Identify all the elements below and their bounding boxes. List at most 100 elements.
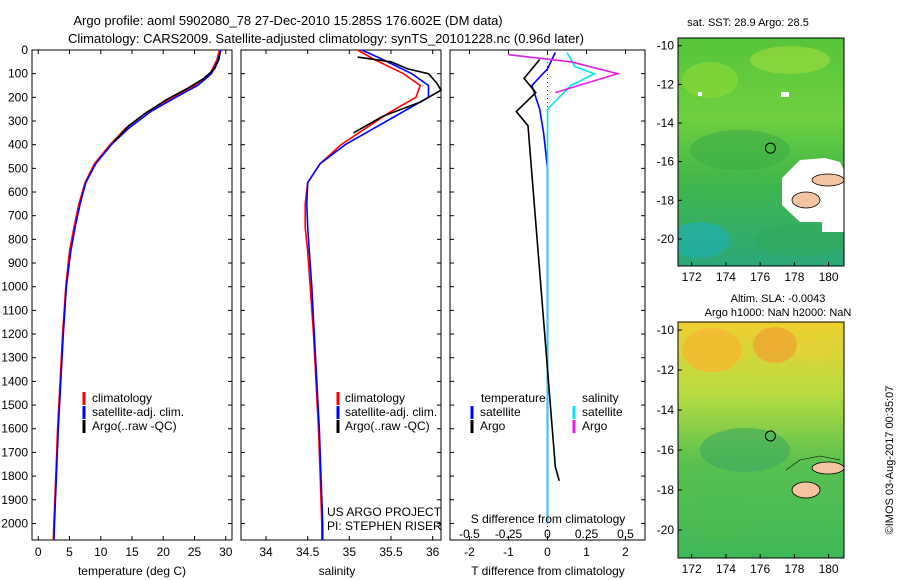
legend-s-argo: Argo xyxy=(582,419,608,433)
sla-high-patch xyxy=(797,338,833,362)
series-line-salinity-argo xyxy=(508,53,621,94)
x-tick-label: 0 xyxy=(35,545,42,559)
depth-tick-label: 600 xyxy=(8,185,28,199)
depth-tick-label: 200 xyxy=(8,90,28,104)
depth-tick-label: 800 xyxy=(8,232,28,246)
depth-tick-label: 100 xyxy=(8,67,28,81)
difference-legend: temperature salinity satellite satellite… xyxy=(470,391,623,433)
salinity-axis-label: salinity xyxy=(319,564,356,578)
latitude-tick-label: -10 xyxy=(657,39,675,53)
title-line-2: Climatology: CARS2009. Satellite-adjuste… xyxy=(68,31,584,46)
depth-tick-label: 400 xyxy=(8,138,28,152)
vanua-levu-island xyxy=(811,173,844,187)
latitude-tick-label: -12 xyxy=(657,77,675,91)
salinity-series xyxy=(304,49,443,540)
longitude-tick-label: 178 xyxy=(784,562,804,576)
x-tick-label: 25 xyxy=(188,545,202,559)
depth-tick-label: 1800 xyxy=(1,469,28,483)
sst-cool-patch xyxy=(690,130,790,170)
legend-temperature-heading: temperature xyxy=(481,391,546,405)
s-diff-tick-label: 0.5 xyxy=(617,527,634,541)
s-difference-axis-label: S difference from climatology xyxy=(471,512,626,526)
depth-tick-label: 1300 xyxy=(1,351,28,365)
latitude-tick-label: -18 xyxy=(657,483,675,497)
x-tick-label: 5 xyxy=(66,545,73,559)
project-pi: PI: STEPHEN RISER xyxy=(327,519,442,533)
t-difference-ticks: -2 -1 0 1 2 xyxy=(464,50,629,559)
t-difference-axis-label: T difference from climatology xyxy=(471,564,625,578)
project-name: US ARGO PROJECT xyxy=(327,505,442,519)
difference-series xyxy=(508,52,621,524)
depth-tick-label: 1900 xyxy=(1,493,28,507)
salinity-ticks: 34 34.5 35 35.5 36 xyxy=(259,50,440,559)
series-line-argo-raw-qc- xyxy=(112,52,221,143)
argo-float-marker xyxy=(764,142,776,154)
s-diff-tick-label: 0.25 xyxy=(575,527,599,541)
sla-high-patch xyxy=(682,328,742,372)
x-tick-label: 15 xyxy=(125,545,139,559)
legend-s-satellite: satellite xyxy=(582,405,623,419)
sla-map-title: Altim. SLA: -0.0043 xyxy=(731,293,826,305)
sst-missing-pixel xyxy=(698,92,702,96)
depth-tick-label: 0 xyxy=(21,43,28,57)
temperature-series xyxy=(52,49,222,541)
sst-warm-patch xyxy=(750,46,830,74)
longitude-tick-label: 172 xyxy=(682,270,702,284)
salinity-plot-frame xyxy=(240,49,442,541)
latitude-tick-label: -16 xyxy=(657,443,675,457)
x-tick-label: 36 xyxy=(426,545,440,559)
x-tick-label: 35 xyxy=(343,545,357,559)
depth-tick-label: 900 xyxy=(8,256,28,270)
viti-levu-island xyxy=(791,191,821,209)
imos-timestamp: ©IMOS 03-Aug-2017 00:35:07 xyxy=(884,386,896,535)
argo-float-marker xyxy=(764,430,776,442)
longitude-tick-label: 172 xyxy=(682,562,702,576)
difference-panel: -2 -1 0 1 2 -0.5 -0.25 0 0.25 0.5 S difference f… xyxy=(449,49,646,578)
difference-depth-ticks xyxy=(450,49,645,524)
sla-low-patch xyxy=(685,500,755,540)
x-tick-label: -2 xyxy=(464,545,475,559)
latitude-tick-label: -12 xyxy=(657,363,675,377)
s-diff-tick-label: -0.25 xyxy=(495,527,523,541)
series-line-temperature-argo xyxy=(515,58,560,482)
vanua-levu-island xyxy=(811,461,844,475)
x-tick-label: 0 xyxy=(544,545,551,559)
depth-tick-label: 1400 xyxy=(1,374,28,388)
longitude-tick-label: 180 xyxy=(819,270,839,284)
sst-map-frame xyxy=(677,37,845,267)
x-tick-label: -1 xyxy=(503,545,514,559)
s-diff-tick-label: -0.5 xyxy=(459,527,480,541)
legend-salinity-heading: salinity xyxy=(582,391,619,405)
depth-tick-label: 1600 xyxy=(1,422,28,436)
x-tick-label: 34 xyxy=(259,545,273,559)
series-line-satellite-adj-clim- xyxy=(305,49,430,540)
sst-warm-patch xyxy=(682,62,738,98)
series-line-satellite-adj-clim- xyxy=(53,49,222,541)
x-tick-label: 30 xyxy=(219,545,233,559)
sla-high-patch xyxy=(753,327,797,363)
sla-map-frame xyxy=(677,321,845,559)
sst-cool-patch xyxy=(678,222,730,258)
depth-tick-label: 2000 xyxy=(1,516,28,530)
depth-tick-label: 1200 xyxy=(1,327,28,341)
sal-legend-climatology: climatology xyxy=(345,391,405,405)
depth-tick-label: 1700 xyxy=(1,445,28,459)
salinity-depth-ticks xyxy=(241,49,441,524)
latitude-tick-label: -20 xyxy=(657,523,675,537)
latitude-tick-label: -10 xyxy=(657,323,675,337)
series-line-argo-raw-qc- xyxy=(353,56,443,134)
longitude-tick-label: 176 xyxy=(750,270,770,284)
sst-longitude-ticks: 172 174 176 178 180 xyxy=(682,262,839,284)
temperature-legend: climatology satellite-adj. clim. Argo(..… xyxy=(82,391,184,433)
x-tick-label: 2 xyxy=(622,545,629,559)
depth-tick-label: 500 xyxy=(8,161,28,175)
viti-levu-island xyxy=(791,481,821,499)
longitude-tick-label: 174 xyxy=(716,270,736,284)
salinity-panel: 34 34.5 35 35.5 36 salinity climatology sate… xyxy=(240,49,443,578)
sla-low-patch xyxy=(700,428,790,472)
sal-legend-argo: Argo(..raw -QC) xyxy=(345,419,430,433)
sst-latitude-ticks: -10 -12 -14 -16 -18 -20 xyxy=(657,39,682,246)
longitude-tick-label: 176 xyxy=(750,562,770,576)
latitude-tick-label: -16 xyxy=(657,155,675,169)
